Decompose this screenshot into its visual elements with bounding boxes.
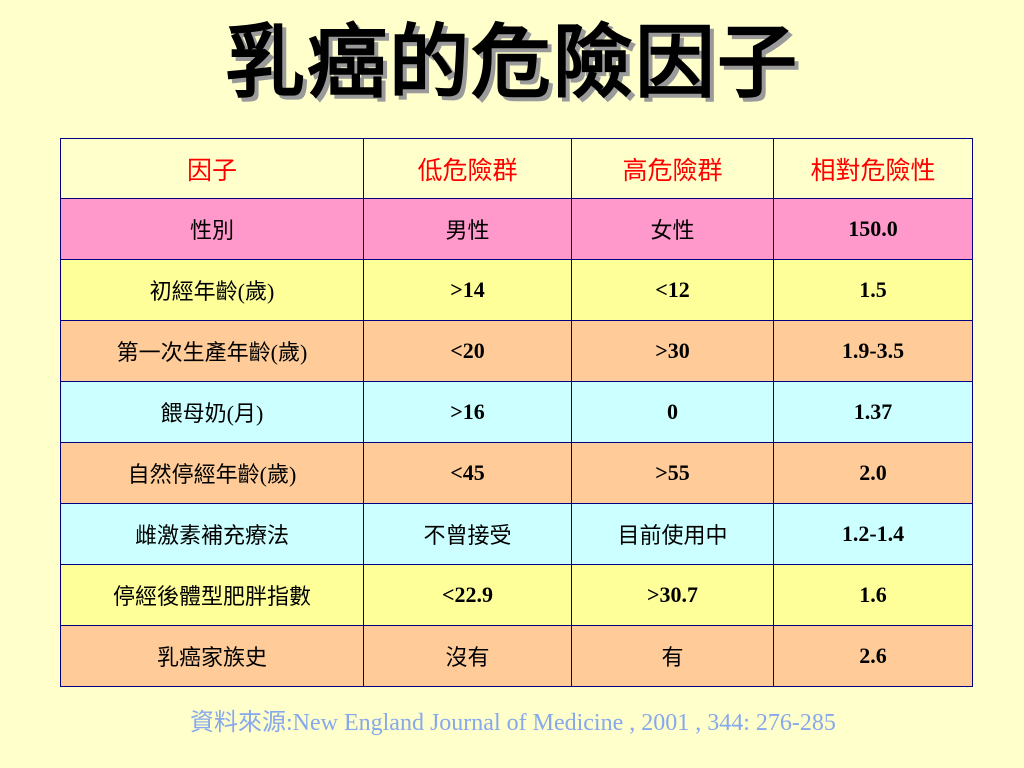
table-row: 第一次生產年齡(歲) <20 >30 1.9-3.5 xyxy=(60,320,973,382)
table-row: 自然停經年齡(歲) <45 >55 2.0 xyxy=(60,442,973,504)
header-factor: 因子 xyxy=(60,138,364,199)
high-risk-cell: 0 xyxy=(571,381,774,443)
relative-risk-cell: 1.6 xyxy=(773,564,973,626)
table-row: 雌激素補充療法 不曾接受 目前使用中 1.2-1.4 xyxy=(60,503,973,565)
factor-cell: 自然停經年齡(歲) xyxy=(60,442,364,504)
high-risk-cell: <12 xyxy=(571,259,774,321)
low-risk-cell: 男性 xyxy=(363,198,572,260)
high-risk-cell: 女性 xyxy=(571,198,774,260)
risk-factor-table: 因子 低危險群 高危險群 相對危險性 性別 男性 女性 150.0 初經年齡(歲… xyxy=(60,138,973,687)
low-risk-cell: <22.9 xyxy=(363,564,572,626)
high-risk-cell: >30 xyxy=(571,320,774,382)
factor-cell: 乳癌家族史 xyxy=(60,625,364,687)
relative-risk-cell: 1.9-3.5 xyxy=(773,320,973,382)
relative-risk-cell: 150.0 xyxy=(773,198,973,260)
factor-cell: 初經年齡(歲) xyxy=(60,259,364,321)
relative-risk-cell: 2.0 xyxy=(773,442,973,504)
low-risk-cell: <45 xyxy=(363,442,572,504)
low-risk-cell: 沒有 xyxy=(363,625,572,687)
high-risk-cell: >55 xyxy=(571,442,774,504)
high-risk-cell: >30.7 xyxy=(571,564,774,626)
low-risk-cell: <20 xyxy=(363,320,572,382)
slide-title: 乳癌的危險因子 xyxy=(225,20,799,108)
factor-cell: 停經後體型肥胖指數 xyxy=(60,564,364,626)
relative-risk-cell: 1.2-1.4 xyxy=(773,503,973,565)
factor-cell: 餵母奶(月) xyxy=(60,381,364,443)
table-row: 停經後體型肥胖指數 <22.9 >30.7 1.6 xyxy=(60,564,973,626)
header-high-risk: 高危險群 xyxy=(571,138,774,199)
table-header-row: 因子 低危險群 高危險群 相對危險性 xyxy=(60,138,973,199)
high-risk-cell: 有 xyxy=(571,625,774,687)
factor-cell: 第一次生產年齡(歲) xyxy=(60,320,364,382)
relative-risk-cell: 1.37 xyxy=(773,381,973,443)
relative-risk-cell: 2.6 xyxy=(773,625,973,687)
factor-cell: 雌激素補充療法 xyxy=(60,503,364,565)
table-row: 初經年齡(歲) >14 <12 1.5 xyxy=(60,259,973,321)
header-relative-risk: 相對危險性 xyxy=(773,138,973,199)
table-row: 性別 男性 女性 150.0 xyxy=(60,198,973,260)
source-citation: 資料來源:New England Journal of Medicine , 2… xyxy=(190,710,836,736)
relative-risk-cell: 1.5 xyxy=(773,259,973,321)
low-risk-cell: >14 xyxy=(363,259,572,321)
high-risk-cell: 目前使用中 xyxy=(571,503,774,565)
low-risk-cell: 不曾接受 xyxy=(363,503,572,565)
table-row: 乳癌家族史 沒有 有 2.6 xyxy=(60,625,973,687)
table-row: 餵母奶(月) >16 0 1.37 xyxy=(60,381,973,443)
low-risk-cell: >16 xyxy=(363,381,572,443)
factor-cell: 性別 xyxy=(60,198,364,260)
header-low-risk: 低危險群 xyxy=(363,138,572,199)
